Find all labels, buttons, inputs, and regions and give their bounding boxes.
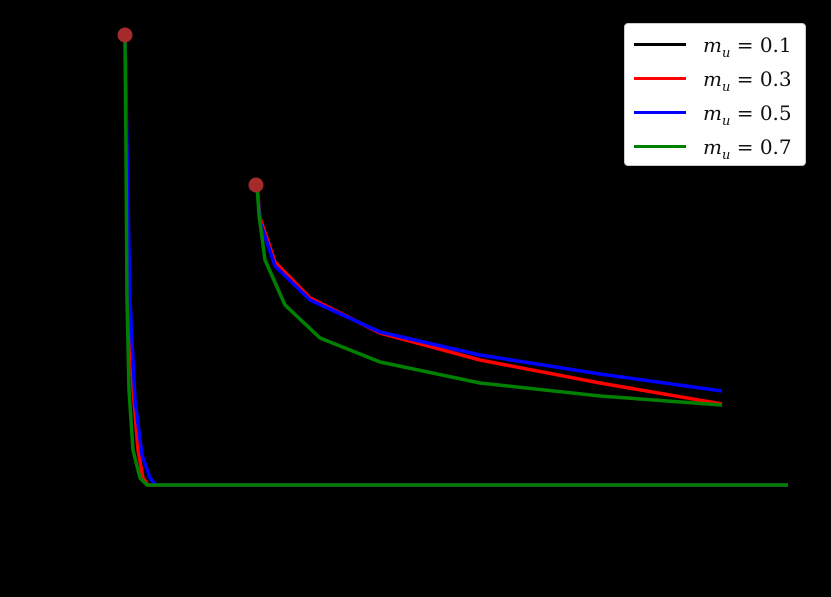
series-line-m-u-0.7	[123, 34, 788, 487]
series-line-m-u-0.3	[255, 184, 723, 406]
legend: mu = 0.1 mu = 0.3 mu = 0.5 mu = 0.7	[624, 23, 806, 166]
legend-swatch-red	[634, 77, 686, 80]
series-line-m-u-0.1	[255, 184, 723, 405]
legend-label: mu = 0.1	[703, 33, 792, 61]
legend-item-mu-0.5: mu = 0.5	[625, 97, 805, 131]
legend-item-mu-0.1: mu = 0.1	[625, 29, 805, 63]
legend-label: mu = 0.3	[703, 67, 792, 95]
legend-item-mu-0.3: mu = 0.3	[625, 63, 805, 97]
legend-swatch-green	[634, 145, 686, 148]
legend-label: mu = 0.5	[703, 101, 792, 129]
legend-item-mu-0.7: mu = 0.7	[625, 131, 805, 165]
series-line-m-u-0.7	[255, 184, 723, 407]
legend-swatch-blue	[634, 111, 686, 114]
legend-swatch-black	[634, 43, 686, 46]
start-marker	[248, 177, 264, 193]
start-marker	[117, 27, 133, 43]
legend-label: mu = 0.7	[703, 135, 792, 163]
